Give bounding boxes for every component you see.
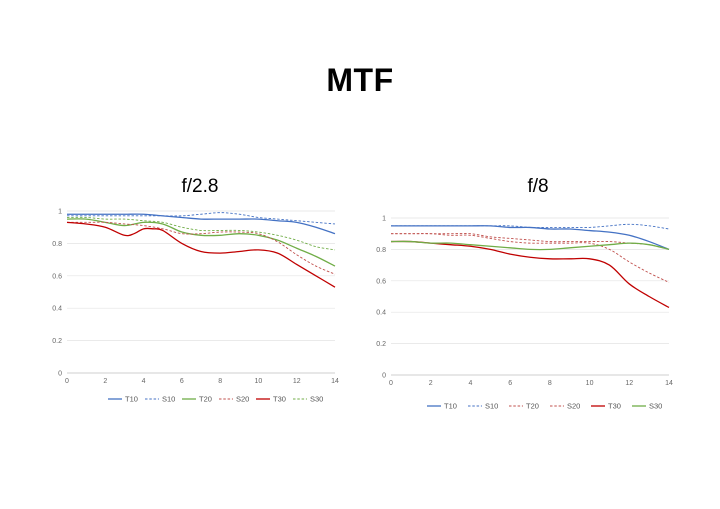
y-tick-label: 0.2 [52, 338, 62, 345]
legend-label: T30 [273, 395, 286, 404]
series-line-s10 [390, 223, 670, 230]
y-tick-label: 1 [382, 216, 386, 223]
x-tick-label: 14 [331, 378, 339, 385]
series-line-t30 [66, 221, 336, 288]
y-tick-label: 0.6 [376, 278, 386, 285]
series-line-s30 [66, 216, 336, 251]
y-tick-label: 1 [58, 209, 62, 216]
x-tick-label: 6 [180, 378, 184, 385]
legend-label: S10 [485, 402, 498, 411]
x-tick-label: 12 [625, 380, 633, 387]
legend-label: S20 [236, 395, 249, 404]
legend-label: S30 [310, 395, 323, 404]
x-tick-label: 12 [293, 378, 301, 385]
legend-label: T20 [526, 402, 539, 411]
y-tick-label: 0.2 [376, 341, 386, 348]
legend-label: T10 [444, 402, 457, 411]
x-tick-label: 14 [665, 380, 673, 387]
series-line-t10 [390, 225, 670, 251]
x-tick-label: 0 [65, 378, 69, 385]
series-line-t30 [390, 240, 670, 309]
y-tick-label: 0 [58, 371, 62, 378]
y-tick-label: 0.6 [52, 273, 62, 280]
x-tick-label: 10 [586, 380, 594, 387]
x-tick-label: 4 [142, 378, 146, 385]
series-line-s30 [390, 240, 670, 251]
x-tick-label: 2 [429, 380, 433, 387]
series-line-t20 [66, 218, 336, 267]
series-line-t10 [66, 213, 336, 235]
x-tick-label: 10 [255, 378, 263, 385]
legend-label: S10 [162, 395, 175, 404]
x-tick-label: 6 [508, 380, 512, 387]
y-tick-label: 0.4 [376, 310, 386, 317]
x-tick-label: 2 [103, 378, 107, 385]
chart-title-f2-8: f/2.8 [181, 176, 219, 197]
legend-label: S30 [649, 402, 662, 411]
y-tick-label: 0.8 [376, 247, 386, 254]
y-tick-label: 0.8 [52, 241, 62, 248]
series-line-s10 [67, 212, 336, 225]
y-tick-label: 0.4 [52, 306, 62, 313]
legend-label: T30 [608, 402, 621, 411]
legend-label: T20 [199, 395, 212, 404]
series-line-s20 [67, 221, 336, 275]
chart-title-f8: f/8 [527, 176, 549, 197]
page-title: MTF [326, 62, 394, 98]
series-line-s20 [391, 233, 670, 250]
legend-label: T10 [125, 395, 138, 404]
series-line-t20 [391, 233, 670, 283]
x-tick-label: 8 [548, 380, 552, 387]
legend-label: S20 [567, 402, 580, 411]
x-tick-label: 4 [468, 380, 472, 387]
x-tick-label: 0 [389, 380, 393, 387]
x-tick-label: 8 [218, 378, 222, 385]
y-tick-label: 0 [382, 373, 386, 380]
